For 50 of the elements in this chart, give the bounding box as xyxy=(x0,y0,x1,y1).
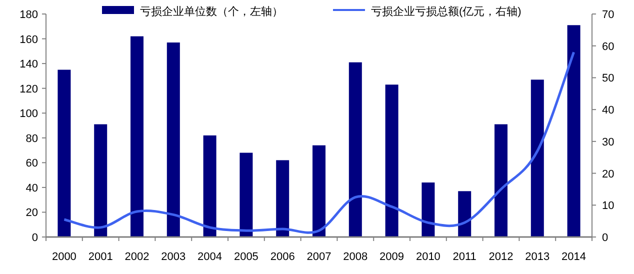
y2-tick-label: 50 xyxy=(602,72,614,85)
bar xyxy=(567,25,580,237)
y2-tick-label: 70 xyxy=(602,9,614,21)
x-tick-label: 2001 xyxy=(88,251,113,263)
bar xyxy=(530,80,544,237)
x-tick-label: 2000 xyxy=(52,251,76,263)
x-tick-label: 2007 xyxy=(306,251,332,263)
bar xyxy=(494,124,508,237)
y-tick-label: 140 xyxy=(20,58,38,71)
bar xyxy=(166,42,180,237)
bar xyxy=(94,124,108,237)
x-tick-label: 2009 xyxy=(380,251,404,263)
bar xyxy=(458,191,472,237)
bar xyxy=(276,160,290,237)
y2-tick-label: 0 xyxy=(602,232,608,244)
x-tick-label: 2006 xyxy=(270,251,295,263)
y-tick-label: 40 xyxy=(26,182,38,194)
x-tick-label: 2008 xyxy=(343,251,368,263)
y2-tick-label: 30 xyxy=(602,136,614,148)
y-tick-label: 60 xyxy=(26,158,38,170)
y-tick-label: 160 xyxy=(20,34,38,46)
y-tick-label: 180 xyxy=(20,9,38,21)
x-tick-label: 2002 xyxy=(124,251,150,263)
x-tick-label: 2010 xyxy=(416,251,440,263)
x-tick-label: 2012 xyxy=(488,251,514,263)
bar xyxy=(130,36,144,237)
y2-tick-label: 10 xyxy=(602,200,614,212)
bar xyxy=(203,135,216,237)
bar xyxy=(58,70,71,237)
x-tick-label: 2005 xyxy=(234,251,258,263)
legend-label: 亏损企业亏损总额(亿元，右轴) xyxy=(371,5,522,18)
y2-tick-label: 20 xyxy=(602,168,614,180)
x-tick-label: 2004 xyxy=(198,251,222,263)
y-tick-label: 20 xyxy=(26,207,38,220)
bar xyxy=(240,152,253,237)
y-tick-label: 120 xyxy=(20,83,38,96)
bar xyxy=(422,182,435,237)
bar xyxy=(385,84,398,237)
y-tick-label: 80 xyxy=(26,132,38,145)
x-tick-label: 2003 xyxy=(161,251,186,263)
x-tick-label: 2011 xyxy=(452,251,476,263)
y-tick-label: 0 xyxy=(32,232,38,244)
y2-tick-label: 40 xyxy=(602,104,614,117)
x-tick-label: 2013 xyxy=(525,251,550,263)
y2-tick-label: 60 xyxy=(602,40,614,53)
legend-label: 亏损企业单位数（个，左轴） xyxy=(140,5,283,18)
bar xyxy=(312,145,326,237)
bar xyxy=(348,62,362,237)
y-tick-label: 100 xyxy=(20,108,38,120)
x-tick-label: 2014 xyxy=(562,251,586,263)
